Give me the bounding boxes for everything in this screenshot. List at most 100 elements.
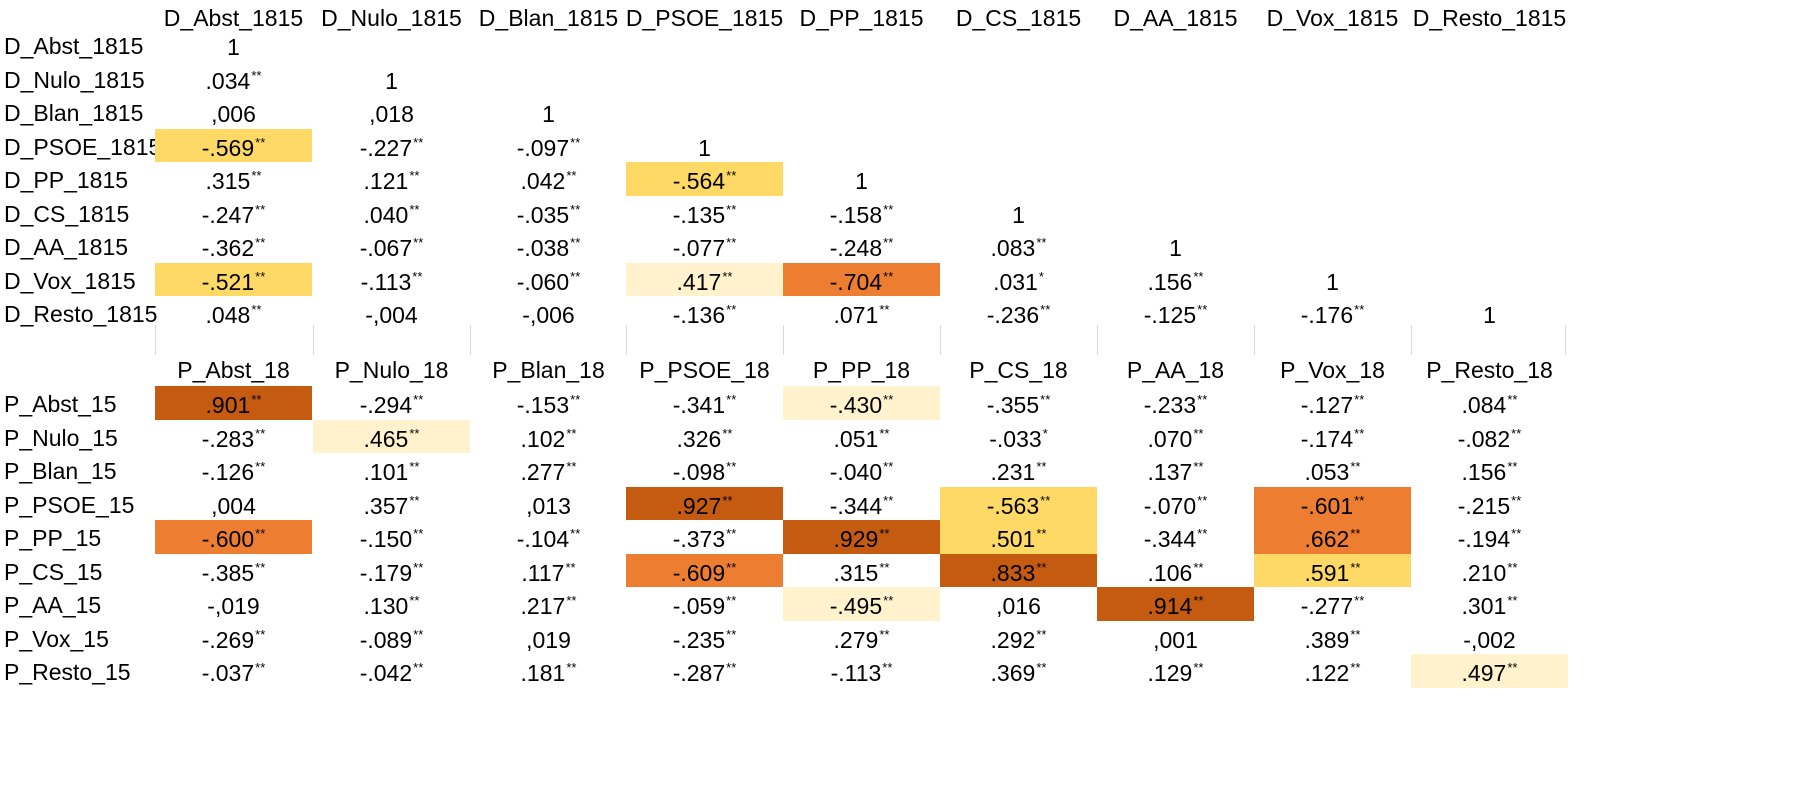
cell-value: -.040	[829, 459, 883, 485]
significance-mark: **	[566, 660, 577, 675]
cell-value: -.564	[672, 168, 726, 194]
significance-mark: **	[1507, 392, 1518, 407]
cell-value: 1	[855, 168, 868, 194]
table-row: P_Resto_15 -.037** -.042** .181** -.287** -.1…	[0, 654, 1819, 690]
cell-value: 1	[542, 101, 555, 127]
correlation-cell: -.126**	[155, 453, 312, 489]
cell-value: .156	[1461, 459, 1507, 485]
correlation-cell: -.179**	[313, 554, 470, 590]
table-row: D_Blan_1815 ,006 ,018 1	[0, 95, 1819, 131]
cell-value: ,006	[211, 101, 256, 127]
significance-mark: **	[1354, 392, 1365, 407]
correlation-cell: .591**	[1254, 553, 1411, 587]
significance-mark: **	[879, 559, 890, 575]
cell-value: -.430	[829, 392, 883, 418]
correlation-cell: .497**	[1411, 654, 1568, 688]
cell-value: .070	[1147, 425, 1193, 452]
correlation-cell: -.704**	[783, 262, 940, 296]
significance-mark: **	[1036, 235, 1047, 250]
table-row: D_Abst_1815 1	[0, 28, 1819, 64]
significance-mark: **	[413, 526, 424, 541]
cell-value: .122	[1304, 660, 1350, 686]
correlation-cell: .070**	[1097, 420, 1254, 456]
correlation-cell: ,018	[313, 95, 470, 131]
correlation-cell: -.236**	[940, 296, 1097, 332]
significance-mark: **	[255, 459, 266, 474]
cell-value: -.125	[1143, 302, 1197, 328]
table-row: P_PP_15 -.600** -.150** -.104** -.373** .929*…	[0, 520, 1819, 556]
cell-value: -.174	[1300, 425, 1354, 452]
significance-mark: **	[1193, 559, 1204, 575]
correlation-cell: .662**	[1254, 520, 1411, 554]
significance-mark: **	[722, 268, 733, 284]
correlation-cell: -,002	[1411, 621, 1568, 657]
correlation-cell: -.362**	[155, 229, 312, 265]
significance-mark: **	[570, 201, 581, 217]
cell-value: -.563	[986, 492, 1040, 519]
cell-value: .662	[1304, 526, 1350, 552]
cell-value: .326	[676, 425, 722, 452]
column-header: D_PSOE_1815	[625, 5, 784, 31]
cell-value: .301	[1461, 593, 1507, 619]
cell-value: .369	[990, 660, 1036, 686]
significance-mark: **	[1036, 559, 1047, 575]
correlation-cell: .277**	[470, 453, 627, 489]
cell-value: -.194	[1457, 526, 1511, 552]
cell-value: -.179	[359, 559, 413, 586]
correlation-cell: -.033*	[940, 420, 1097, 456]
correlation-cell: ,013	[470, 487, 627, 523]
significance-mark: **	[255, 660, 266, 675]
correlation-cell: -.035**	[470, 196, 627, 232]
row-label: P_Vox_15	[4, 625, 109, 652]
correlation-cell: .357**	[313, 487, 470, 523]
correlation-cell: .156**	[1097, 263, 1254, 299]
cell-value: -.569	[201, 134, 255, 161]
cell-value: -.033	[989, 425, 1042, 452]
correlation-cell: -.609**	[626, 553, 783, 587]
cell-value: -.037	[201, 660, 255, 686]
cell-value: .927	[676, 492, 722, 519]
significance-mark: **	[883, 235, 894, 250]
cell-value: -.082	[1457, 425, 1511, 452]
significance-mark: **	[566, 425, 577, 441]
correlation-cell: 1	[155, 28, 312, 64]
cell-value: 1	[698, 134, 711, 161]
correlation-cell: ,016	[940, 587, 1097, 623]
significance-mark: **	[1197, 492, 1208, 508]
table-row: D_AA_1815 -.362** -.067** -.038** -.077** -.2…	[0, 229, 1819, 265]
significance-mark: **	[409, 168, 420, 183]
cell-value: -.341	[672, 392, 726, 418]
significance-mark: **	[879, 425, 890, 441]
column-header: D_Abst_1815	[163, 5, 304, 31]
cell-value: -.038	[516, 235, 570, 261]
significance-mark: **	[413, 235, 424, 250]
cell-value: -.136	[672, 302, 726, 328]
significance-mark: **	[1511, 526, 1522, 541]
correlation-cell: -.059**	[626, 587, 783, 623]
correlation-cell: -.283**	[155, 420, 312, 456]
cell-value: -.113	[360, 268, 412, 295]
column-divider	[1411, 325, 1412, 355]
significance-mark: **	[1354, 302, 1365, 317]
column-divider	[155, 325, 156, 355]
cell-value: .034	[205, 67, 251, 94]
correlation-cell: 1	[783, 162, 940, 198]
significance-mark: **	[570, 392, 581, 407]
correlation-cell: -.125**	[1097, 296, 1254, 332]
column-divider	[940, 325, 941, 355]
row-label: D_AA_1815	[4, 234, 129, 260]
cell-value: -.059	[672, 593, 726, 619]
correlation-cell: -.113**	[783, 654, 940, 690]
cell-value: .137	[1147, 459, 1193, 485]
significance-mark: **	[1197, 392, 1208, 407]
table-row: D_Vox_1815 -.521** -.113** -.060** .417** -.7…	[0, 262, 1819, 299]
cell-value: -.113	[830, 660, 882, 686]
correlation-cell: -,004	[313, 296, 470, 332]
cell-value: .389	[1304, 626, 1350, 653]
correlation-cell: .031*	[940, 263, 1097, 299]
cell-value: -.077	[672, 235, 726, 261]
correlation-cell: .034**	[155, 62, 312, 98]
column-header: P_AA_18	[1126, 357, 1225, 383]
cell-value: .117	[521, 559, 565, 586]
correlation-cell: -.233**	[1097, 386, 1254, 422]
